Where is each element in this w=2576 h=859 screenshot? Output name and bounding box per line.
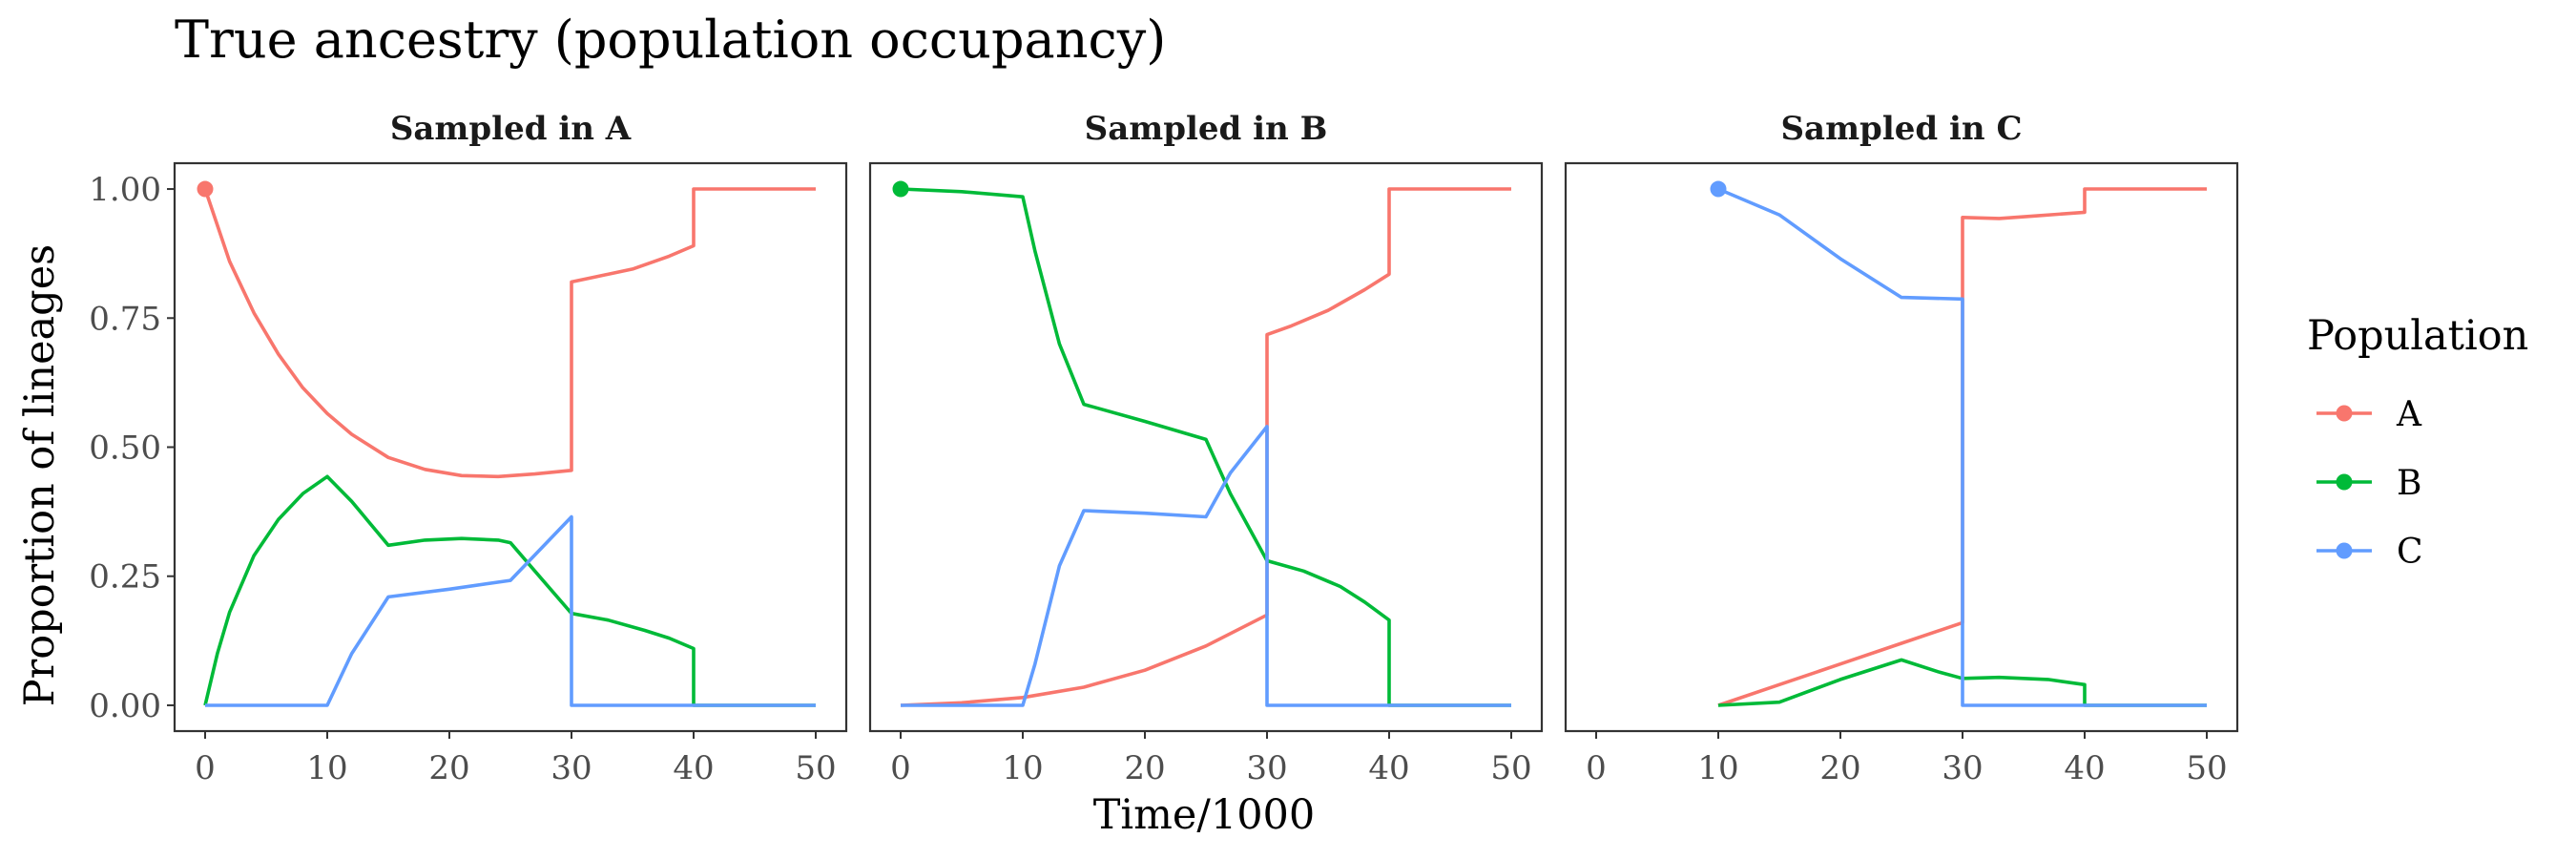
legend-key-point-C <box>2336 542 2353 559</box>
x-tick-label: 50 <box>1490 749 1531 787</box>
legend-label-C: C <box>2397 533 2423 572</box>
chart-title: True ancestry (population occupancy) <box>175 10 1166 70</box>
panel-border <box>868 161 1544 733</box>
panel-border <box>173 161 848 733</box>
legend-key-point-B <box>2336 473 2353 491</box>
x-tick-label: 50 <box>795 749 836 787</box>
start-point-C <box>1710 180 1727 198</box>
x-tick-label: 40 <box>673 749 714 787</box>
x-axis-title: Time/1000 <box>1093 791 1316 839</box>
legend: Population ABC <box>2307 312 2528 572</box>
x-tick-label: 10 <box>1002 749 1043 787</box>
x-tick-label: 40 <box>1368 749 1409 787</box>
strip-title: Sampled in A <box>390 110 632 148</box>
start-point-B <box>892 180 909 198</box>
legend-label-B: B <box>2397 464 2421 503</box>
legend-key-point-A <box>2336 405 2353 422</box>
y-axis-title: Proportion of lineages <box>16 244 64 706</box>
strip-title: Sampled in B <box>1085 110 1328 148</box>
facet-panels: Sampled in A 0 10 20 30 40 50 0.00 0.25 0.50 0.75 1… <box>89 110 2239 787</box>
series-line-C <box>1717 187 2207 707</box>
start-point-A <box>197 180 214 198</box>
x-tick-label: 0 <box>1586 749 1607 787</box>
strip-title: Sampled in C <box>1780 110 2022 148</box>
series-line-A <box>203 187 816 479</box>
x-tick-label: 30 <box>551 749 592 787</box>
x-tick-label: 50 <box>2186 749 2227 787</box>
panel-border <box>1564 161 2239 733</box>
y-tick-label: 0.00 <box>89 687 161 725</box>
x-tick-label: 40 <box>2064 749 2105 787</box>
panel-1: Sampled in A 0 10 20 30 40 50 0.00 0.25 0.50 0.75 1… <box>89 110 848 787</box>
y-tick-label: 0.75 <box>89 300 161 338</box>
legend-label-A: A <box>2396 395 2422 434</box>
panel-3: Sampled in C 0 10 20 30 40 50 <box>1564 110 2239 787</box>
x-tick-label: 20 <box>1819 749 1860 787</box>
series-line-A <box>1717 187 2207 707</box>
x-tick-label: 20 <box>428 749 469 787</box>
panel-2: Sampled in B 0 10 20 30 40 50 <box>868 110 1544 787</box>
series-line-C <box>205 514 816 707</box>
x-tick-label: 20 <box>1124 749 1165 787</box>
x-tick-label: 30 <box>1246 749 1287 787</box>
legend-title: Population <box>2307 312 2528 360</box>
x-tick-label: 0 <box>195 749 216 787</box>
x-tick-label: 10 <box>306 749 347 787</box>
x-tick-label: 30 <box>1942 749 1983 787</box>
x-tick-label: 10 <box>1697 749 1738 787</box>
y-tick-label: 1.00 <box>89 171 161 209</box>
y-tick-label: 0.50 <box>89 430 161 468</box>
series-line-B <box>900 187 1511 707</box>
series-line-A <box>900 187 1511 707</box>
series-line-B <box>203 474 816 707</box>
x-tick-label: 0 <box>890 749 911 787</box>
series-line-C <box>901 425 1511 707</box>
y-tick-label: 0.25 <box>89 558 161 597</box>
